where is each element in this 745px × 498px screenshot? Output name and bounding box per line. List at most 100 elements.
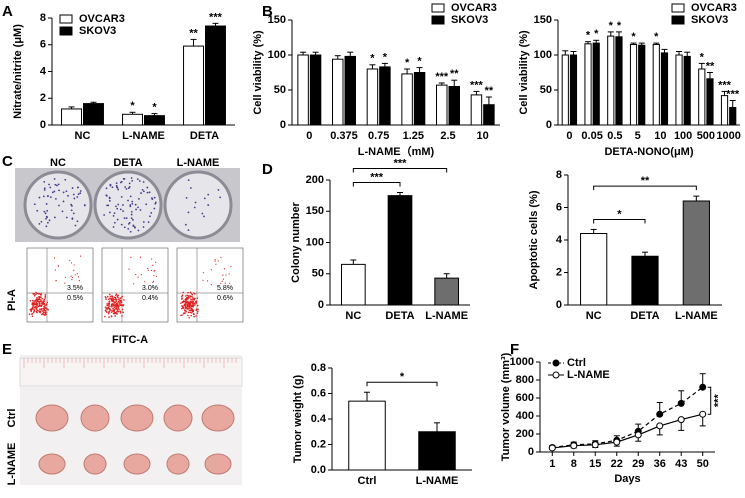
colony-dot xyxy=(109,211,111,214)
cell-dot xyxy=(181,294,184,296)
cell-dot xyxy=(188,305,191,308)
bar xyxy=(83,103,104,126)
significance: ** xyxy=(485,85,494,97)
panel-letter: E xyxy=(2,341,12,358)
colony-dot xyxy=(139,209,142,211)
cell-dot xyxy=(36,306,38,309)
cell-dot xyxy=(191,301,193,304)
cell-dot xyxy=(104,296,107,298)
colony-dot xyxy=(122,210,124,213)
y-tick-label: 200 xyxy=(306,174,324,186)
cell-dot xyxy=(194,297,196,300)
panel-letter: A xyxy=(2,3,13,20)
significance-bracket xyxy=(352,182,401,187)
cell-dot xyxy=(155,275,157,277)
bar xyxy=(183,45,204,126)
significance: * xyxy=(405,57,410,69)
cell-dot xyxy=(117,310,120,313)
cell-dot xyxy=(181,307,183,310)
panel-letter: D xyxy=(262,161,273,178)
cell-dot xyxy=(144,281,146,283)
quadrant-label: 0.6% xyxy=(217,295,233,302)
colony-dot xyxy=(137,206,139,209)
cell-dot xyxy=(45,303,48,305)
colony-dot xyxy=(108,199,111,202)
bar xyxy=(592,42,600,126)
cell-dot xyxy=(116,310,118,313)
y-tick-label: 600 xyxy=(516,392,534,404)
colony-dot xyxy=(33,203,36,206)
significance: *** xyxy=(394,157,408,169)
cell-dot xyxy=(110,309,112,312)
cell-dot xyxy=(133,283,135,285)
cell-dot xyxy=(36,309,39,312)
flow-plot xyxy=(26,247,94,323)
cell-dot xyxy=(183,304,186,306)
cell-dot xyxy=(221,280,223,283)
cell-dot xyxy=(122,311,125,314)
legend-label: OVCAR3 xyxy=(79,13,125,25)
y-tick-label: 800 xyxy=(516,374,534,386)
colony-dot xyxy=(130,217,133,220)
colony-dot xyxy=(44,212,47,215)
colony-dot xyxy=(142,221,145,223)
cell-dot xyxy=(40,294,42,296)
x-tick-label: L-NAME xyxy=(425,310,468,322)
legend-marker xyxy=(552,371,560,379)
colony-dot xyxy=(125,217,128,220)
cell-dot xyxy=(30,310,32,313)
colony-dot xyxy=(103,214,106,216)
colony-dot xyxy=(105,187,108,190)
cell-dot xyxy=(110,311,113,313)
tumor xyxy=(80,404,110,432)
significance: *** xyxy=(718,79,732,91)
cell-dot xyxy=(193,299,196,301)
colony-dot xyxy=(147,221,150,224)
cell-dot xyxy=(118,308,120,311)
colony-dot xyxy=(111,186,114,189)
cell-dot xyxy=(183,312,185,314)
colony-dot xyxy=(123,217,126,220)
cell-dot xyxy=(45,313,47,316)
colony-dot xyxy=(70,209,73,212)
y-tick-label: 100 xyxy=(306,236,324,248)
x-tick-label: 0 xyxy=(566,130,572,142)
colony-dot xyxy=(72,193,75,196)
significance: ** xyxy=(189,27,198,39)
colony-dot xyxy=(131,200,134,203)
colony-dot xyxy=(55,197,57,200)
cell-dot xyxy=(119,303,121,305)
colony-dot xyxy=(43,189,46,191)
cell-dot xyxy=(119,310,122,313)
cell-dot xyxy=(41,300,43,302)
cell-dot xyxy=(184,307,187,309)
significance-bracket xyxy=(593,218,646,224)
legend-swatch xyxy=(431,15,445,25)
cell-dot xyxy=(217,260,219,262)
cell-dot xyxy=(39,311,42,314)
bar xyxy=(379,66,391,126)
cell-dot xyxy=(190,305,193,307)
cell-dot xyxy=(33,310,36,312)
colony-dot xyxy=(62,191,65,194)
cell-dot xyxy=(108,303,110,306)
cell-dot xyxy=(113,304,115,307)
cell-dot xyxy=(38,297,41,299)
colony-dot xyxy=(112,226,115,228)
cell-dot xyxy=(105,298,107,301)
point xyxy=(656,422,664,430)
colony-dot xyxy=(153,196,156,199)
colony-dot xyxy=(137,197,140,200)
colony-dot xyxy=(185,196,188,199)
x-tick-label: 0.5 xyxy=(607,130,622,142)
x-tick-label: 8 xyxy=(571,458,577,470)
cell-dot xyxy=(197,310,199,313)
cell-dot xyxy=(214,259,216,261)
point xyxy=(677,416,685,424)
cell-dot xyxy=(108,297,111,300)
cell-dot xyxy=(110,305,113,308)
point xyxy=(613,438,621,446)
colony-dot xyxy=(154,201,157,204)
y-axis-label: Cell viability (%) xyxy=(252,30,264,115)
cell-dot xyxy=(107,312,110,315)
